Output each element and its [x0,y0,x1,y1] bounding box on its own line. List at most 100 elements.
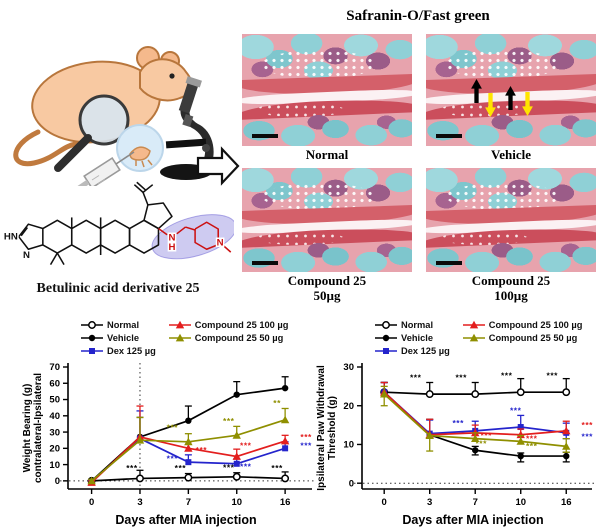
scale-bar [252,134,278,139]
svg-text:10: 10 [343,440,354,451]
svg-text:20: 20 [49,444,60,455]
panel-label-normal: Normal [305,147,349,162]
legend-item: Vehicle [80,331,156,344]
panel-label-vehicle: Vehicle [491,147,531,162]
svg-text:50: 50 [49,395,60,406]
svg-text:70: 70 [49,362,60,373]
svg-text:0: 0 [89,497,94,508]
svg-text:***: *** [476,438,488,448]
svg-text:***: *** [271,463,283,473]
svg-text:***: *** [300,440,312,450]
piperidine-fragment [158,221,232,253]
syringe-icon [77,151,135,186]
svg-text:0: 0 [55,476,60,487]
black-arrow-up-icon [504,85,517,110]
svg-text:60: 60 [49,378,60,389]
svg-text:***: *** [582,431,594,441]
svg-text:***: *** [167,422,179,432]
cell-dots [446,49,559,79]
scale-bar [436,134,462,139]
svg-text:***: *** [175,463,187,473]
svg-text:Ipsilateral Paw Withdrawal: Ipsilateral Paw Withdrawal [316,365,327,491]
svg-text:***: *** [526,441,538,451]
histology-title: Safranin-O/Fast green [346,8,490,24]
svg-text:***: *** [167,453,179,463]
cell-dots [446,182,559,210]
svg-text:16: 16 [280,497,291,508]
svg-text:***: *** [456,373,468,383]
panel-label-compound25-100: Compound 25 100µg [471,273,551,303]
svg-text:3: 3 [137,497,142,508]
svg-text:16: 16 [561,497,572,508]
scale-bar [436,260,462,265]
svg-text:***: *** [300,432,312,442]
svg-text:***: *** [240,461,252,471]
yellow-arrow-down-icon [521,92,534,117]
cell-dots [262,182,375,210]
svg-text:3: 3 [427,497,432,508]
svg-text:20: 20 [343,401,354,412]
legend-item: Dex 125 µg [80,344,156,357]
svg-text:10: 10 [49,460,60,471]
chemical-structure: HN N N H N [2,181,234,266]
svg-text:***: *** [126,463,138,473]
svg-text:***: *** [453,418,465,428]
histology-panel-compound25-50 [242,168,412,272]
svg-text:0: 0 [349,478,354,489]
bone-marrow-bottom [242,112,412,146]
svg-text:7: 7 [186,497,191,508]
svg-text:30: 30 [49,427,60,438]
svg-text:40: 40 [49,411,60,422]
legend-item: Normal [80,318,156,331]
svg-text:***: *** [582,420,594,430]
svg-text:***: *** [410,373,422,383]
yellow-arrow-down-icon [484,93,497,118]
flow-arrow-icon [196,146,240,186]
legend-item: Normal [374,318,450,331]
legend-item: Compound 25 50 µg [462,331,583,344]
legend-item: Dex 125 µg [374,344,450,357]
svg-text:7: 7 [473,497,478,508]
svg-text:10: 10 [231,497,242,508]
magnifier-icon [54,94,130,172]
svg-text:Days after MIA injection: Days after MIA injection [115,513,256,527]
amine-h-label: H [168,242,175,253]
pyrazole-nh-label: HN [4,232,18,243]
svg-text:30: 30 [343,362,354,373]
svg-text:***: *** [223,416,235,426]
amine-n-label: N [168,233,175,244]
pyrazole-n-label: N [23,250,30,261]
svg-text:contralateral-Ipsilateral: contralateral-Ipsilateral [33,373,44,483]
histology-panel-vehicle [426,34,596,146]
paw-withdrawal-chart: Normal Vehicle Dex 125 µg Compound 25 100 µ… [316,316,600,527]
black-arrow-up-icon [470,78,483,103]
svg-text:***: *** [223,462,235,472]
svg-text:***: *** [526,433,538,443]
svg-text:10: 10 [515,497,526,508]
legend-item: Vehicle [374,331,450,344]
piperidine-n-label: N [217,237,224,248]
svg-text:***: *** [547,371,559,381]
svg-text:***: *** [240,440,252,450]
svg-text:***: *** [501,371,513,381]
chart-legend: Normal Vehicle Dex 125 µg Compound 25 100 µ… [374,318,600,357]
histology-section: Safranin-O/Fast green [238,2,598,316]
panel-label-compound25-50: Compound 25 50µg [287,273,367,303]
cell-dots [262,49,375,79]
histology-panel-normal [242,34,412,146]
bone-marrow-bottom [426,240,596,272]
svg-text:***: *** [510,405,522,415]
legend-item: Compound 25 50 µg [168,331,289,344]
chart-legend: Normal Vehicle Dex 125 µg Compound 25 100 µ… [80,318,320,357]
experiment-illustration [13,46,240,186]
svg-text:Threshold (g): Threshold (g) [327,396,338,460]
histology-panel-compound25-100 [426,168,596,272]
svg-text:Days after MIA injection: Days after MIA injection [402,513,543,527]
bone-marrow-bottom [242,240,412,272]
scale-bar [252,260,278,265]
structure-caption: Betulinic acid derivative 25 [36,281,200,296]
svg-text:***: *** [196,445,208,455]
bone-marrow-bottom [426,112,596,146]
